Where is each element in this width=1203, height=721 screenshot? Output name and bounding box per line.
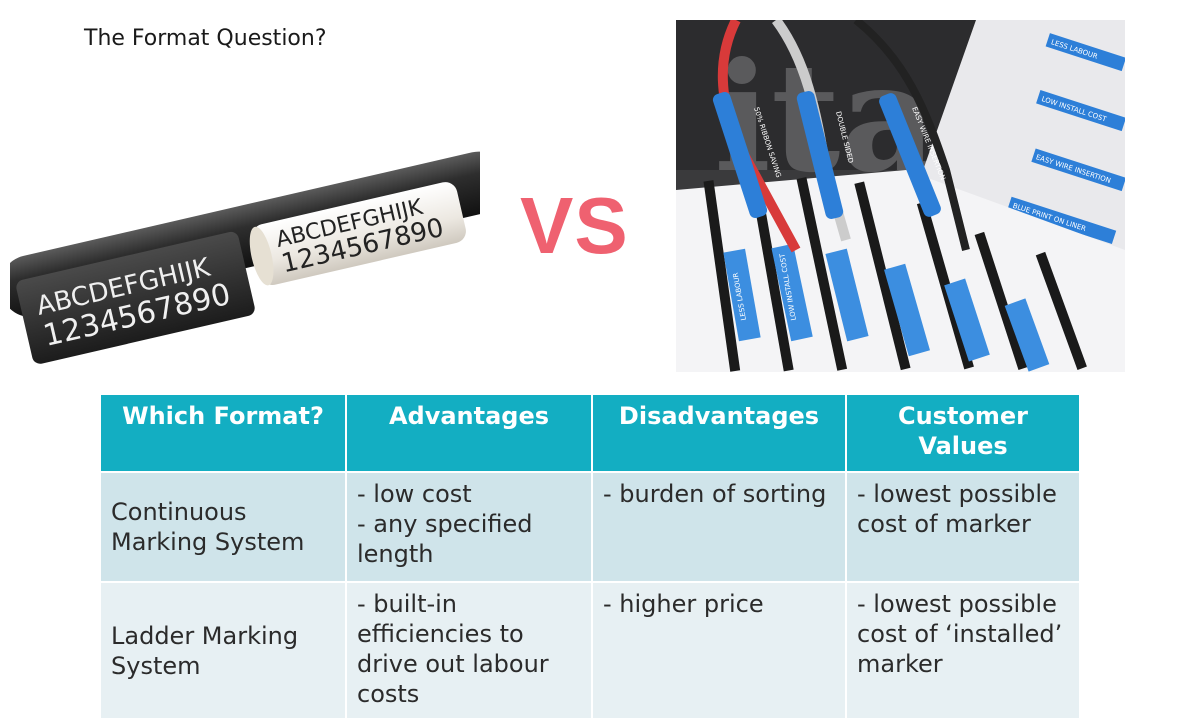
advantage-item: - built-in efficiencies to drive out lab…: [357, 590, 549, 708]
disadvantage-item: - higher price: [603, 590, 764, 618]
value-item: - lowest possible cost of ‘installed’ ma…: [857, 590, 1063, 678]
table-row: Ladder Marking System - built-in efficie…: [99, 581, 1081, 720]
heat-shrink-sleeve-photo: ABCDEFGHIJK 1234567890 ABCDEFGHIJK 12345…: [10, 151, 480, 364]
vs-label: VS: [520, 181, 629, 270]
advantage-item: - low cost: [357, 480, 472, 508]
cell-advantages: - built-in efficiencies to drive out lab…: [345, 581, 593, 720]
cell-disadvantages: - higher price: [591, 581, 847, 720]
table-row: Continuous Marking System - low cost - a…: [99, 471, 1081, 583]
header-which-format: Which Format?: [99, 393, 347, 473]
disadvantage-item: - burden of sorting: [603, 480, 827, 508]
header-advantages: Advantages: [345, 393, 593, 473]
value-item: - lowest possible cost of marker: [857, 480, 1057, 538]
header-customer-values: Customer Values: [845, 393, 1081, 473]
cell-advantages: - low cost - any specified length: [345, 471, 593, 583]
cell-format: Continuous Marking System: [99, 471, 347, 583]
table-header-row: Which Format? Advantages Disadvantages C…: [99, 393, 1081, 473]
cell-disadvantages: - burden of sorting: [591, 471, 847, 583]
slide-title: The Format Question?: [84, 26, 327, 51]
cell-customer-values: - lowest possible cost of ‘installed’ ma…: [845, 581, 1081, 720]
advantage-item: - any specified length: [357, 510, 533, 568]
cell-format: Ladder Marking System: [99, 581, 347, 720]
format-comparison-table: Which Format? Advantages Disadvantages C…: [99, 393, 1081, 720]
cell-customer-values: - lowest possible cost of marker: [845, 471, 1081, 583]
header-disadvantages: Disadvantages: [591, 393, 847, 473]
ladder-marker-photo: itag LESS LABOUR LOW INSTALL COST EASY W…: [676, 20, 1125, 372]
